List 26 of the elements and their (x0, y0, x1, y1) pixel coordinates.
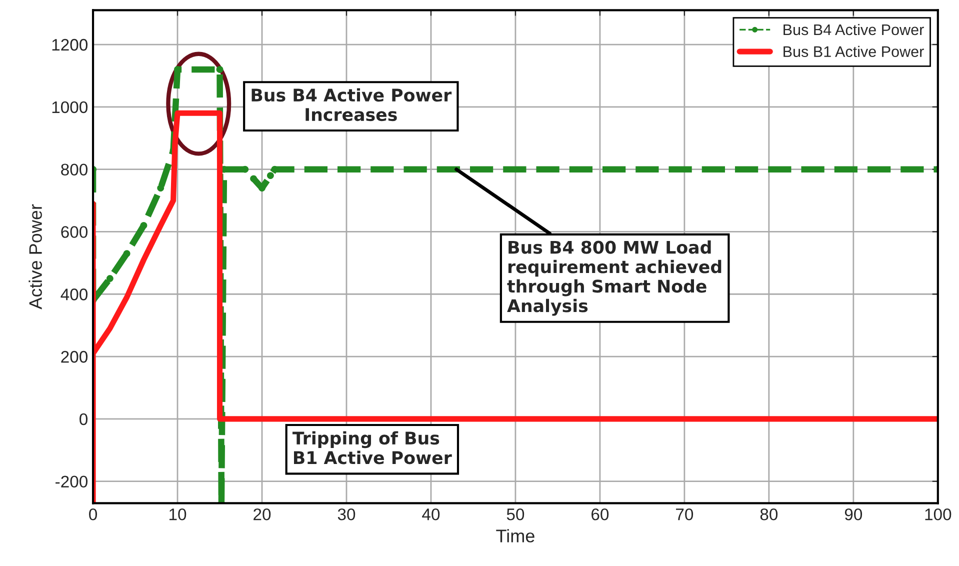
x-tick-label: 30 (338, 508, 356, 520)
y-tick-label: 1200 (52, 38, 88, 51)
y-axis-title: Active Power (28, 204, 42, 310)
annotation: Bus B4 Active Power Increases (252, 88, 452, 122)
legend-label: Bus B1 Active Power (784, 46, 924, 58)
annotation: Tripping of Bus B1 Active Power (292, 431, 452, 464)
y-tick-label: 400 (60, 288, 88, 300)
y-tick-label: 800 (61, 164, 88, 176)
x-tick-label: 100 (925, 508, 952, 520)
x-tick-label: 10 (170, 508, 186, 520)
x-tick-label: 70 (676, 508, 694, 520)
annotation: Bus B4 800 MW Load requirement achieved through Smart Node Analysis (507, 240, 722, 316)
y-tick-label: 0 (80, 413, 88, 426)
y-tick-label: 1000 (52, 101, 88, 114)
x-axis-title: Time (496, 529, 534, 542)
legend-label: Bus B4 Active Power (784, 24, 924, 36)
x-tick-label: 40 (422, 508, 440, 520)
y-tick-label: 200 (61, 350, 88, 363)
x-tick-label: 80 (760, 508, 778, 520)
y-tick-label: -200 (56, 476, 88, 488)
x-tick-label: 0 (89, 508, 98, 520)
x-tick-label: 60 (592, 508, 609, 520)
y-tick-label: 600 (61, 226, 88, 238)
x-tick-label: 20 (254, 508, 271, 520)
x-tick-label: 50 (506, 508, 524, 520)
x-tick-label: 90 (844, 508, 862, 520)
